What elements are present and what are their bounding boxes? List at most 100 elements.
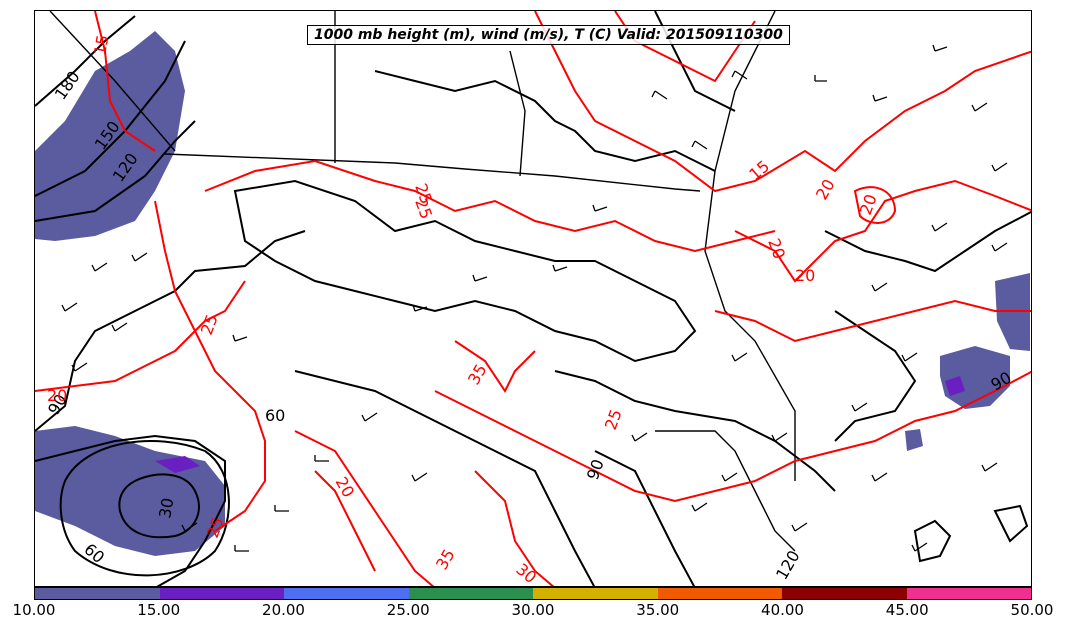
colorbar-tick-label: 10.00 <box>12 601 56 619</box>
height-90-west <box>35 230 306 432</box>
temp-35-inland <box>454 340 536 393</box>
wind-barb <box>971 102 988 112</box>
border-north-1 <box>509 50 526 177</box>
terrain-outline-1 <box>233 179 697 363</box>
height-label: 180 <box>51 67 84 103</box>
colorbar-segment <box>35 588 160 599</box>
wind-barbs <box>61 44 1008 552</box>
temp-label: 30 <box>512 560 540 587</box>
temp-35-lower <box>314 470 376 572</box>
temp-label: 35 <box>432 546 459 573</box>
temp-label: 20 <box>47 386 67 405</box>
height-label: 90 <box>583 457 608 483</box>
colorbar-tick-label: 35.00 <box>636 601 680 619</box>
wind-barb <box>771 432 788 442</box>
colorbar-segment <box>782 588 907 599</box>
wind-barb <box>932 44 948 52</box>
colorbar-tick-label: 50.00 <box>1010 601 1054 619</box>
wind-barb <box>981 462 998 472</box>
political-borders <box>49 11 796 552</box>
map-title: 1000 mb height (m), wind (m/s), T (C) Va… <box>307 25 790 45</box>
wind-barb <box>412 304 428 312</box>
border-vertical-east <box>704 11 796 481</box>
wind-barb <box>814 75 827 82</box>
wind-barb <box>991 162 1008 172</box>
temp-15-nw <box>94 11 156 152</box>
temp-label: 25 <box>601 407 626 433</box>
wind-barb <box>691 502 708 512</box>
wind-barb <box>472 274 488 282</box>
wind-barb <box>61 302 78 312</box>
border-florida <box>655 430 796 552</box>
wind-barb <box>911 542 928 552</box>
temp-30-lower <box>474 470 555 586</box>
terrain-outline-se <box>594 450 696 586</box>
colorbar-segment <box>284 588 409 599</box>
temp-label: 20 <box>764 236 789 262</box>
shading-purple-1 <box>155 456 200 473</box>
colorbar-tick-label: 30.00 <box>511 601 555 619</box>
terrain-outline-east-2 <box>834 310 917 442</box>
wind-barb <box>901 352 918 362</box>
height-label: 60 <box>80 540 108 568</box>
terrain-outline-3 <box>294 370 596 586</box>
temp-30-southwest <box>294 430 435 586</box>
wind-barb <box>871 472 888 482</box>
map-panel: 180 150 120 90 60 30 120 90 60 90 15 20 … <box>34 10 1032 587</box>
colorbar-tick-label: 20.00 <box>262 601 305 619</box>
temp-20-patch <box>853 186 897 224</box>
wind-barb <box>791 522 808 532</box>
wind-barb <box>592 204 608 212</box>
colorbar-segment <box>159 588 284 599</box>
colorbar-segment <box>408 588 533 599</box>
shading-purple-2 <box>945 376 965 396</box>
wind-barb <box>181 522 198 532</box>
temp-20-east <box>734 179 1031 283</box>
coast-south <box>554 370 836 492</box>
wind-barb <box>91 262 108 272</box>
wind-barb <box>651 90 668 100</box>
colorbar-segment <box>657 588 782 599</box>
shading-northwest <box>35 31 185 241</box>
height-label: 30 <box>155 496 177 519</box>
wind-barb <box>872 94 888 102</box>
wind-barb <box>991 242 1008 252</box>
temp-label: 20 <box>332 474 359 501</box>
temp-20-north <box>534 11 1031 193</box>
height-120 <box>35 120 196 222</box>
island-2 <box>993 504 1029 543</box>
height-180 <box>35 15 136 107</box>
shading-patch-1 <box>905 429 923 451</box>
temp-25-inland <box>204 159 776 253</box>
colorbar-tick-label: 40.00 <box>761 601 804 619</box>
temp-label: 20 <box>812 176 839 203</box>
temp-20-west <box>35 280 246 392</box>
wind-speed-shading-2 <box>155 376 965 473</box>
temp-label: 20 <box>795 266 815 285</box>
temperature-contours <box>35 11 1031 586</box>
wind-barb <box>552 264 568 272</box>
wind-barb <box>631 432 648 442</box>
temp-label: 15 <box>745 156 773 184</box>
wind-barb <box>721 472 738 482</box>
border-canada-us <box>164 153 701 192</box>
colorbar-tick-label: 45.00 <box>885 601 929 619</box>
height-contours <box>35 11 1031 586</box>
wind-barb <box>731 70 748 80</box>
height-label: 60 <box>265 406 285 425</box>
wind-barb <box>111 322 128 332</box>
wind-barb <box>871 282 888 292</box>
colorbar-tick-label: 25.00 <box>386 601 430 619</box>
wind-barb <box>361 412 378 422</box>
terrain-outline-2 <box>374 70 716 172</box>
wind-barb <box>71 362 88 372</box>
colorbar-tick-label: 15.00 <box>137 601 181 619</box>
map-canvas: 180 150 120 90 60 30 120 90 60 90 15 20 … <box>35 11 1031 587</box>
wind-barb <box>731 352 748 362</box>
border-west-1 <box>49 11 176 152</box>
wind-barb <box>234 545 249 552</box>
height-label: 120 <box>772 547 804 583</box>
wind-barb <box>314 455 329 462</box>
terrain-outline-east <box>824 210 1031 273</box>
height-60-low-outer <box>59 440 230 577</box>
